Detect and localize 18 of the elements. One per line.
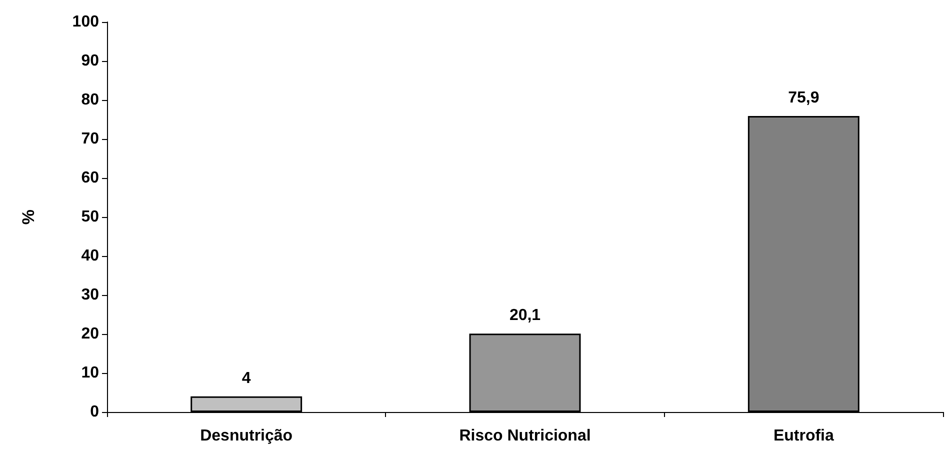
- y-tick-label: 50: [81, 208, 100, 226]
- x-tick-label: Risco Nutricional: [459, 428, 591, 444]
- y-tick-label: 80: [81, 92, 100, 108]
- y-axis-title: %: [19, 209, 38, 225]
- y-tick-label: 0: [90, 404, 100, 420]
- y-tick-label: 60: [81, 170, 100, 186]
- y-tick-label: 70: [81, 130, 100, 148]
- data-label: 4: [242, 370, 251, 387]
- x-tick-label: Desnutrição: [200, 428, 293, 444]
- y-tick-label: 30: [81, 286, 100, 304]
- y-tick-label: 10: [81, 364, 100, 382]
- y-tick-label: 20: [81, 326, 100, 342]
- data-label: 20,1: [509, 307, 541, 324]
- x-tick-label: Eutrofia: [773, 428, 834, 444]
- y-tick-label: 90: [81, 52, 100, 70]
- y-tick-label: 100: [72, 14, 100, 30]
- data-label: 75,9: [788, 89, 820, 106]
- y-tick-label: 40: [81, 248, 100, 264]
